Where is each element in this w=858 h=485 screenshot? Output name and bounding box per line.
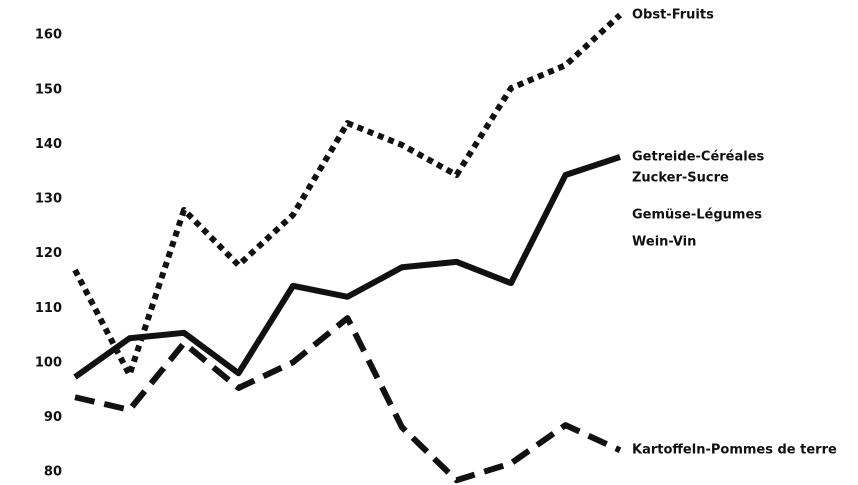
y-tick-label: 110 (35, 301, 62, 316)
y-tick-label: 130 (35, 192, 62, 207)
series-label: Obst-Fruits (632, 7, 714, 22)
series-label: Getreide-Céréales (632, 149, 765, 164)
annotation: Wein-Vin (632, 235, 696, 250)
annotation: Gemüse-Légumes (632, 208, 762, 223)
y-tick-label: 140 (35, 137, 62, 152)
annotation: Zucker-Sucre (632, 171, 729, 186)
y-tick-label: 100 (35, 355, 62, 370)
series-line (74, 315, 622, 484)
y-tick-label: 120 (35, 246, 62, 261)
y-tick-label: 90 (44, 410, 62, 425)
y-tick-label: 80 (44, 465, 62, 480)
y-tick-label: 160 (35, 28, 62, 43)
series-line (73, 154, 621, 380)
series-line (72, 12, 623, 378)
y-tick-label: 150 (35, 82, 62, 97)
series-label: Kartoffeln-Pommes de terre (632, 443, 837, 458)
